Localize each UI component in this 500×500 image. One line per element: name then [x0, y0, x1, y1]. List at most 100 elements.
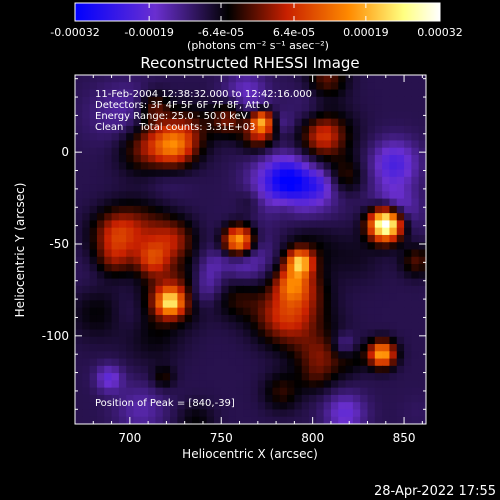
heatmap-cell	[316, 416, 325, 424]
heatmap-cell	[126, 249, 135, 258]
heatmap-cell	[418, 147, 426, 156]
heatmap-cell	[287, 111, 295, 120]
heatmap-cell	[265, 104, 274, 112]
heatmap-cell	[257, 256, 266, 265]
heatmap-cell	[294, 89, 303, 98]
heatmap-cell	[294, 75, 303, 83]
heatmap-cell	[360, 89, 369, 98]
heatmap-cell	[140, 96, 149, 105]
heatmap-cell	[155, 227, 164, 236]
heatmap-cell	[301, 75, 310, 83]
heatmap-cell	[257, 249, 266, 258]
heatmap-cell	[345, 162, 354, 171]
heatmap-cell	[243, 198, 252, 207]
heatmap-cell	[345, 300, 354, 309]
heatmap-cell	[389, 118, 398, 127]
heatmap-cell	[177, 133, 186, 142]
heatmap-cell	[104, 96, 113, 105]
heatmap-cell	[323, 227, 332, 236]
heatmap-cell	[213, 162, 222, 171]
heatmap-cell	[367, 198, 376, 207]
heatmap-cell	[309, 242, 317, 251]
heatmap-cell	[323, 285, 332, 294]
heatmap-cell	[301, 213, 310, 222]
heatmap-cell	[287, 394, 295, 403]
heatmap-cell	[323, 402, 332, 411]
heatmap-cell	[213, 373, 222, 381]
heatmap-cell	[89, 314, 98, 323]
heatmap-cell	[111, 293, 120, 301]
heatmap-cell	[367, 125, 376, 134]
heatmap-cell	[206, 104, 215, 112]
heatmap-cell	[294, 373, 303, 381]
heatmap-cell	[82, 271, 91, 280]
heatmap-cell	[235, 234, 244, 243]
heatmap-cell	[330, 176, 339, 185]
heatmap-cell	[272, 293, 281, 301]
heatmap-cell	[96, 133, 105, 142]
heatmap-cell	[352, 416, 361, 424]
heatmap-cell	[250, 365, 259, 374]
heatmap-cell	[111, 264, 120, 272]
heatmap-cell	[309, 307, 317, 316]
heatmap-cell	[206, 125, 215, 134]
heatmap-cell	[338, 307, 347, 316]
heatmap-cell	[118, 89, 127, 98]
heatmap-cell	[228, 409, 237, 418]
heatmap-cell	[404, 147, 412, 156]
heatmap-cell	[82, 264, 91, 272]
heatmap-cell	[213, 285, 222, 294]
heatmap-cell	[104, 293, 113, 301]
heatmap-cell	[360, 213, 369, 222]
heatmap-cell	[418, 242, 426, 251]
heatmap-cell	[206, 380, 215, 389]
heatmap-cell	[133, 169, 142, 178]
heatmap-cell	[301, 409, 310, 418]
heatmap-cell	[396, 89, 405, 98]
heatmap-cell	[309, 358, 317, 367]
heatmap-cell	[323, 300, 332, 309]
heatmap-cell	[82, 329, 91, 338]
peak-position-label: Position of Peak = [840,-39]	[95, 398, 235, 409]
heatmap-cell	[250, 322, 259, 331]
heatmap-cell	[396, 409, 405, 418]
heatmap-cell	[396, 227, 405, 236]
heatmap-cell	[301, 314, 310, 323]
heatmap-cell	[213, 409, 222, 418]
heatmap-cell	[309, 278, 317, 287]
heatmap-cell	[279, 220, 288, 229]
annotation-detectors: Detectors: 3F 4F 5F 6F 7F 8F, Att 0	[95, 100, 269, 111]
heatmap-cell	[265, 234, 274, 243]
heatmap-cell	[199, 89, 208, 98]
heatmap-cell	[330, 89, 339, 98]
heatmap-cell	[96, 75, 105, 83]
heatmap-cell	[228, 278, 237, 287]
heatmap-cell	[330, 314, 339, 323]
plot-frame	[74, 74, 427, 425]
heatmap-cell	[279, 140, 288, 149]
heatmap-cell	[316, 227, 325, 236]
heatmap-cell	[126, 198, 135, 207]
heatmap-cell	[177, 409, 186, 418]
heatmap-cell	[213, 213, 222, 222]
heatmap-cell	[184, 198, 193, 207]
heatmap-cell	[316, 234, 325, 243]
heatmap-cell	[162, 220, 171, 229]
heatmap-cell	[228, 82, 237, 91]
heatmap-cell	[243, 394, 252, 403]
heatmap-cell	[418, 220, 426, 229]
heatmap-cell	[257, 234, 266, 243]
heatmap-cell	[301, 402, 310, 411]
heatmap-cell	[82, 198, 91, 207]
heatmap-cell	[235, 307, 244, 316]
heatmap-cell	[404, 307, 412, 316]
heatmap-cell	[82, 234, 91, 243]
heatmap-cell	[411, 416, 420, 424]
heatmap-cell	[228, 402, 237, 411]
heatmap-cell	[360, 256, 369, 265]
heatmap-cell	[382, 380, 391, 389]
heatmap-cell	[148, 365, 157, 374]
heatmap-cell	[82, 394, 91, 403]
heatmap-cell	[272, 205, 281, 214]
heatmap-cell	[221, 300, 230, 309]
